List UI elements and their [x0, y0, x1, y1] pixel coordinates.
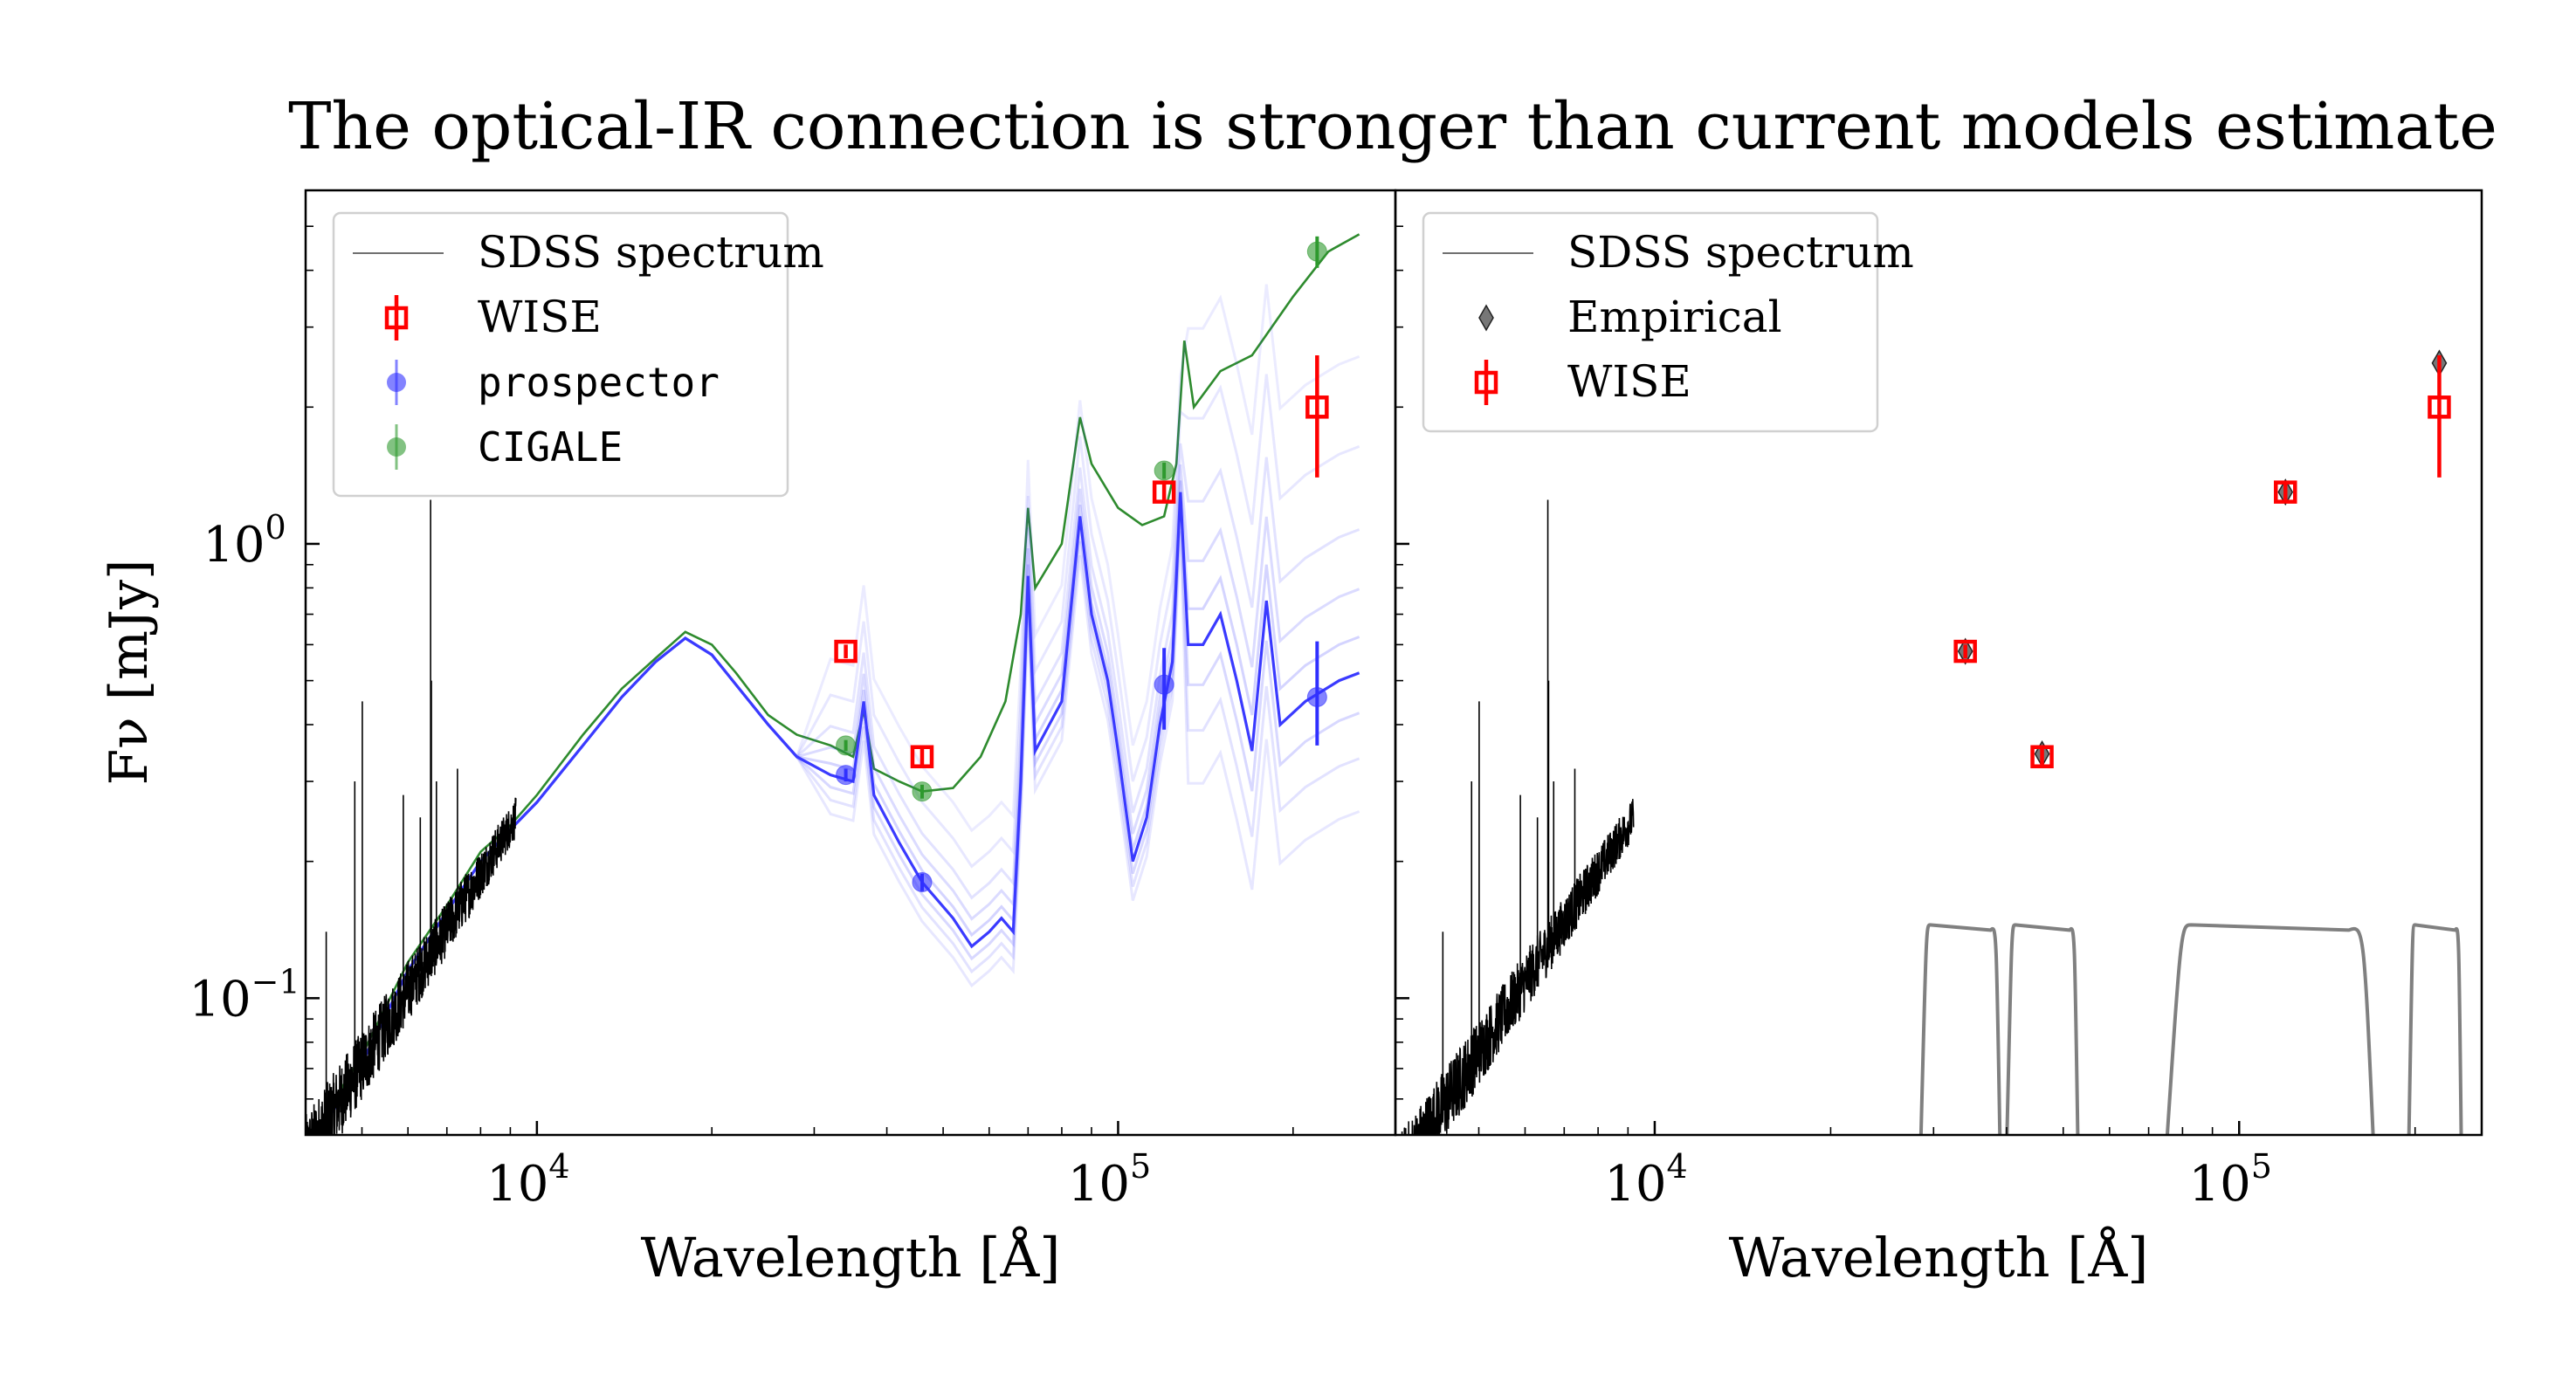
left-legend: SDSS spectrum WISE prospector CIGALE [332, 211, 824, 498]
right-legend: SDSS spectrum Empirical WISE [1422, 211, 1914, 433]
wise-square-marker [1152, 480, 1176, 504]
y-tick-label: 10−1 [189, 962, 300, 1028]
x-tick-label: 104 [486, 1147, 569, 1213]
wise-square-marker [1305, 395, 1329, 419]
wise-filter-curve [2407, 923, 2463, 1135]
wise-square-marker [2428, 395, 2451, 419]
wise-filter-curve [1918, 923, 2002, 1135]
x-tick-exponent: 4 [1667, 1147, 1688, 1186]
x-axis-label: Wavelength [Å] [641, 1226, 1061, 1289]
x-axis-label: Wavelength [Å] [1729, 1226, 2149, 1289]
x-tick-exponent: 5 [2251, 1147, 2272, 1186]
prospector-model-line [316, 492, 1360, 1135]
wise-square-marker [910, 745, 934, 769]
x-tick-base: 10 [1068, 1156, 1130, 1213]
cigale-marker [836, 735, 857, 756]
legend-box [1422, 211, 1879, 433]
y-tick-label: 100 [203, 508, 286, 574]
prospector-marker [1306, 686, 1327, 707]
cigale-marker [1306, 241, 1327, 262]
prospector-marker [836, 765, 857, 786]
x-tick-label: 104 [1604, 1147, 1687, 1213]
y-tick-base: 10 [189, 971, 251, 1028]
cigale-marker [912, 781, 933, 802]
sdss-spectrum-line [306, 797, 517, 1135]
wise-square-marker [1474, 370, 1498, 395]
prospector-marker [912, 872, 933, 893]
wise-filter-curve [2165, 923, 2375, 1135]
legend-label: SDSS spectrum [478, 227, 824, 278]
legend-label: prospector [478, 359, 720, 406]
x-tick-exponent: 5 [1130, 1147, 1151, 1186]
axes-frame [1394, 189, 2483, 1137]
wise-square-marker [2030, 745, 2054, 769]
legend-label: WISE [478, 292, 602, 342]
x-tick-base: 10 [1604, 1156, 1666, 1213]
wise-filter-curve [2005, 923, 2080, 1135]
wise-square-marker [384, 306, 409, 330]
legend-circle-swatch [387, 437, 406, 457]
sdss-spectrum-line [1401, 799, 1635, 1135]
prospector-marker [1154, 674, 1174, 695]
legend-circle-swatch [387, 373, 406, 392]
cigale-marker [1154, 460, 1174, 481]
x-tick-label: 105 [1068, 1147, 1151, 1213]
legend-label: CIGALE [478, 423, 623, 471]
y-tick-exponent: 0 [265, 508, 286, 547]
wise-square-marker [834, 639, 858, 664]
y-axis-label: Fν [mJy] [99, 560, 160, 786]
x-tick-label: 105 [2189, 1147, 2272, 1213]
wise-square-marker [2274, 480, 2297, 504]
figure-title: The optical-IR connection is stronger th… [288, 89, 2497, 164]
legend-label: Empirical [1567, 292, 1782, 342]
legend-box [332, 211, 789, 498]
x-tick-base: 10 [2189, 1156, 2251, 1213]
legend-label: WISE [1567, 356, 1691, 407]
x-tick-base: 10 [486, 1156, 548, 1213]
y-tick-exponent: −1 [251, 962, 300, 1000]
x-tick-exponent: 4 [548, 1147, 569, 1186]
wise-square-marker [1953, 639, 1977, 664]
y-tick-base: 10 [203, 517, 265, 574]
legend-diamond-swatch [1478, 304, 1494, 332]
legend-label: SDSS spectrum [1567, 227, 1914, 278]
